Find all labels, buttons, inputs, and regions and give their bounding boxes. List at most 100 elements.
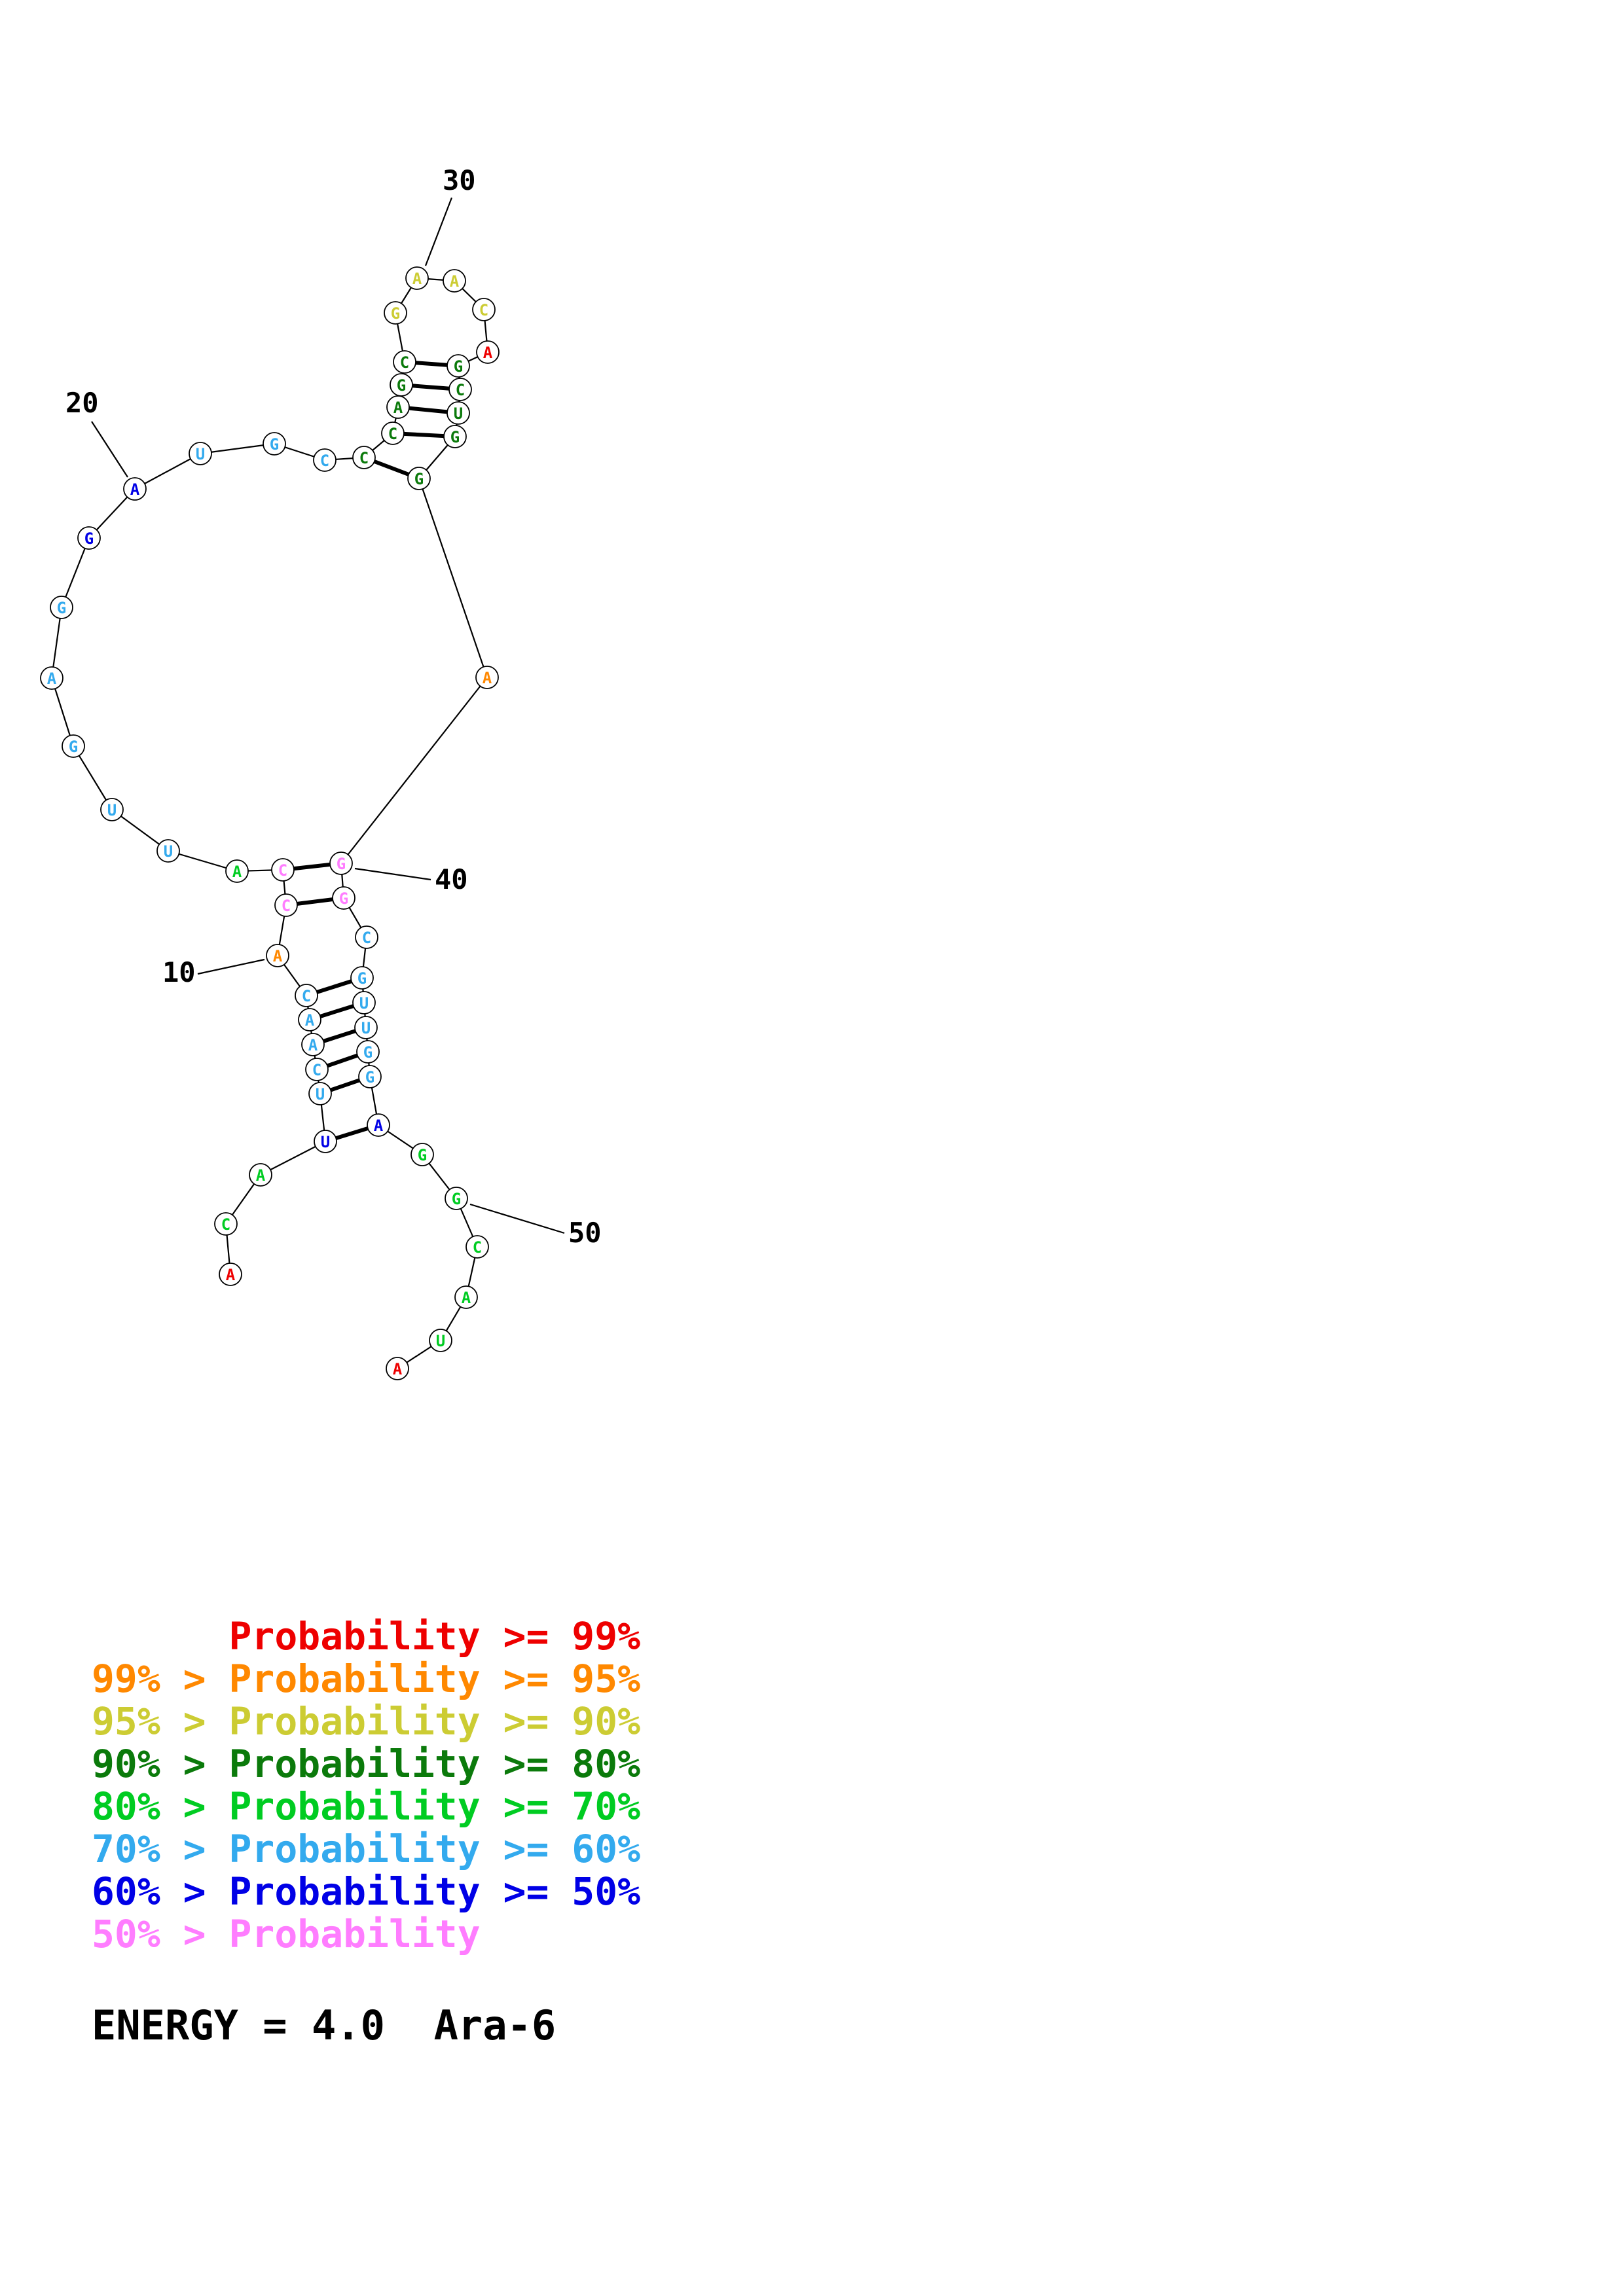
backbone-segment — [340, 677, 488, 864]
nucleotide: G — [410, 1143, 434, 1166]
nucleotide: G — [50, 596, 73, 619]
nucleotide-circle — [429, 1329, 452, 1352]
nucleotide-circle — [384, 301, 407, 325]
nucleotide-letter: A — [462, 1289, 471, 1307]
nucleotide-circle — [62, 734, 85, 758]
nucleotide-circle — [367, 1113, 390, 1137]
nucleotide-letter: U — [321, 1133, 330, 1151]
probability-legend: Probability >= 99% 99% > Probability >= 9… — [92, 1615, 640, 1956]
nucleotide: A — [475, 666, 499, 689]
nucleotide-letter: U — [164, 842, 173, 861]
nucleotide-circle — [189, 442, 212, 465]
nucleotide-circle — [352, 446, 376, 469]
nucleotide-letter: U — [361, 1019, 371, 1037]
nucleotide: U — [447, 401, 470, 425]
nucleotide-circle — [225, 859, 249, 883]
nucleotide-letter: C — [388, 425, 397, 443]
nucleotide: C — [393, 350, 416, 374]
nucleotide-circle — [308, 1082, 332, 1105]
legend-entry: 70% > Probability >= 60% — [92, 1827, 641, 1871]
nucleotide-letter: G — [339, 889, 348, 908]
nucleotide: C — [465, 1235, 489, 1259]
nucleotide-letter: C — [456, 381, 465, 399]
nucleotide: A — [476, 340, 500, 364]
nucleotide-circle — [329, 852, 353, 875]
nucleotide: A — [367, 1113, 390, 1137]
nucleotide-letter: A — [273, 947, 283, 965]
nucleotide: G — [390, 373, 413, 397]
nucleotide-circle — [381, 422, 405, 445]
nucleotide-letter: G — [270, 435, 279, 454]
nucleotide-circle — [443, 425, 467, 448]
nucleotide-circle — [356, 1040, 380, 1064]
nucleotide: A — [443, 269, 466, 293]
nucleotide-letter: A — [308, 1036, 318, 1054]
nucleotide: A — [219, 1263, 242, 1286]
nucleotide-letter: A — [393, 1360, 403, 1378]
nucleotide: C — [295, 984, 318, 1007]
nucleotide-letter: C — [359, 449, 369, 467]
nucleotide: G — [77, 526, 101, 550]
nucleotide-letter: C — [400, 353, 409, 372]
energy-label: ENERGY = 4.0 Ara-6 — [92, 2001, 556, 2049]
backbone-segment — [73, 745, 113, 810]
nucleotide-letter: C — [312, 1061, 321, 1079]
label-leader-line — [469, 1203, 565, 1234]
backbone-segment — [260, 1141, 326, 1175]
nucleotide-letter: G — [337, 855, 346, 873]
nucleotide-circle — [405, 266, 429, 290]
nucleotide-circle — [410, 1143, 434, 1166]
nucleotide-circle — [214, 1212, 238, 1236]
backbone-segment — [418, 478, 488, 678]
legend-entry: 60% > Probability >= 50% — [92, 1869, 641, 1914]
nucleotide-circle — [77, 526, 101, 550]
nucleotide-circle — [447, 401, 470, 425]
nucleotide: G — [407, 467, 431, 490]
nucleotide-circle — [295, 984, 318, 1007]
nucleotide: G — [62, 734, 85, 758]
nucleotide: G — [384, 301, 407, 325]
nucleotide: U — [354, 1016, 378, 1039]
nucleotide-letter: A — [256, 1166, 266, 1185]
nucleotide-circle — [443, 269, 466, 293]
nucleotide-circle — [390, 373, 413, 397]
nucleotide: A — [40, 666, 64, 690]
nucleotide-letter: G — [454, 357, 463, 376]
nucleotide-letter: U — [196, 445, 205, 463]
nucleotide: G — [350, 966, 374, 990]
nucleotide: U — [189, 442, 212, 465]
legend-entry: 50% > Probability — [92, 1912, 481, 1956]
nucleotide-circle — [454, 1285, 478, 1309]
position-label: 30 — [443, 164, 476, 196]
position-label: 20 — [65, 387, 99, 419]
nucleotide-letter: C — [221, 1215, 230, 1234]
legend-entry: 80% > Probability >= 70% — [92, 1784, 641, 1829]
nucleotide-circle — [305, 1058, 329, 1081]
nucleotide-circle — [358, 1065, 382, 1088]
nucleotide-letter: G — [363, 1043, 373, 1062]
backbone-segment — [50, 677, 75, 747]
nucleotide-circle — [301, 1033, 325, 1056]
nucleotide-letter: G — [57, 599, 66, 617]
nucleotide: A — [301, 1033, 325, 1056]
nucleotide: A — [454, 1285, 478, 1309]
backbone-segment — [200, 442, 275, 455]
label-leader-line — [354, 867, 431, 881]
nucleotide-letter: A — [232, 863, 242, 881]
nucleotide: C — [352, 446, 376, 469]
nucleotide-letter: U — [107, 801, 117, 819]
nucleotide-circle — [156, 839, 180, 863]
position-label: 50 — [568, 1217, 602, 1249]
position-label: 40 — [435, 863, 468, 895]
nucleotide: C — [313, 448, 337, 472]
nucleotide: A — [386, 1357, 409, 1380]
nucleotide-letter: U — [436, 1332, 445, 1350]
nucleotide: A — [386, 395, 410, 419]
nucleotide-circle — [355, 925, 378, 949]
nucleotide-letter: C — [479, 301, 488, 319]
nucleotide: A — [405, 266, 429, 290]
nucleotide: A — [225, 859, 249, 883]
nucleotide-circle — [298, 1008, 321, 1031]
